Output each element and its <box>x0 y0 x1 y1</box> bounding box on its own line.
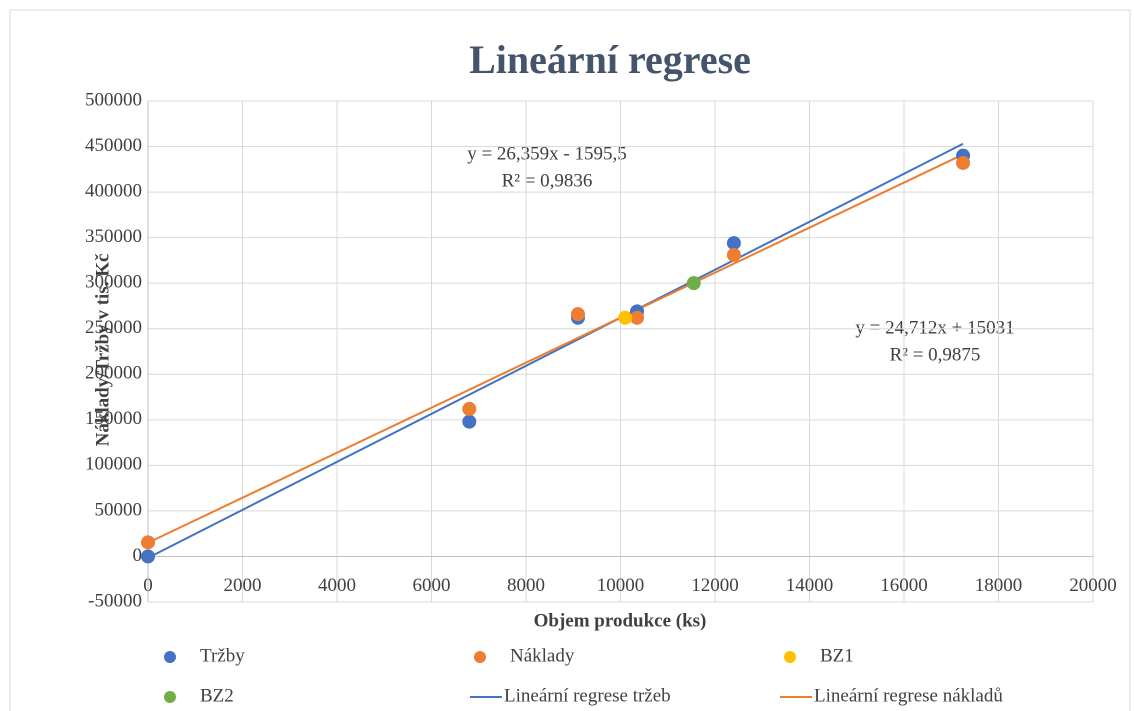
x-tick-label: 10000 <box>597 575 645 596</box>
legend-label: Tržby <box>200 645 245 666</box>
point <box>462 401 477 416</box>
point <box>462 414 477 429</box>
annotation: y = 24,712x + 15031 <box>855 317 1014 338</box>
y-tick-label: 50000 <box>95 499 143 520</box>
point <box>630 310 645 325</box>
x-tick-label: 14000 <box>786 575 834 596</box>
point <box>726 247 741 262</box>
legend-label: Náklady <box>510 645 575 666</box>
point <box>956 155 971 170</box>
x-tick-label: 18000 <box>975 575 1023 596</box>
y-tick-label: 200000 <box>85 363 142 384</box>
x-tick-label: 12000 <box>691 575 739 596</box>
trend-line <box>147 142 964 559</box>
x-tick-label: 8000 <box>507 575 545 596</box>
y-axis-label: Náklady/Tržby v tis. Kč <box>92 254 113 447</box>
y-tick-label: 300000 <box>85 272 142 293</box>
point <box>570 307 585 322</box>
legend-swatch <box>474 651 486 663</box>
point <box>141 535 155 550</box>
legend-swatch <box>164 691 176 703</box>
y-tick-label: 450000 <box>85 135 142 156</box>
y-tick-label: 350000 <box>85 226 142 247</box>
annotation: y = 26,359x - 1595,5 <box>467 143 627 164</box>
y-tick-label: 400000 <box>85 180 142 201</box>
x-tick-label: 4000 <box>318 575 356 596</box>
legend-label: BZ1 <box>820 645 854 666</box>
annotation: R² = 0,9875 <box>890 344 981 365</box>
legend-swatch <box>784 651 796 663</box>
point <box>141 549 155 564</box>
legend-label: Lineární regrese tržeb <box>504 685 671 706</box>
y-tick-label: 0 <box>133 545 143 566</box>
annotation: R² = 0,9836 <box>502 170 593 191</box>
x-tick-label: 2000 <box>224 575 262 596</box>
y-tick-label: 500000 <box>85 89 142 110</box>
trend-line <box>147 153 964 544</box>
y-tick-label: 100000 <box>85 454 142 475</box>
x-tick-label: 16000 <box>880 575 928 596</box>
point <box>618 310 633 325</box>
legend-label: Lineární regrese nákladů <box>814 685 1003 706</box>
y-tick-label: 150000 <box>85 408 142 429</box>
y-tick-label: -50000 <box>88 590 142 611</box>
x-tick-label: 6000 <box>413 575 451 596</box>
legend-label: BZ2 <box>200 685 234 706</box>
point <box>726 236 741 251</box>
y-tick-label: 250000 <box>85 317 142 338</box>
chart-frame <box>9 9 1131 711</box>
x-tick-label: 20000 <box>1069 575 1117 596</box>
legend-swatch <box>164 651 176 663</box>
x-axis-label: Objem produkce (ks) <box>534 610 707 631</box>
chart-title: Lineární regrese <box>469 37 751 82</box>
point <box>686 276 701 291</box>
